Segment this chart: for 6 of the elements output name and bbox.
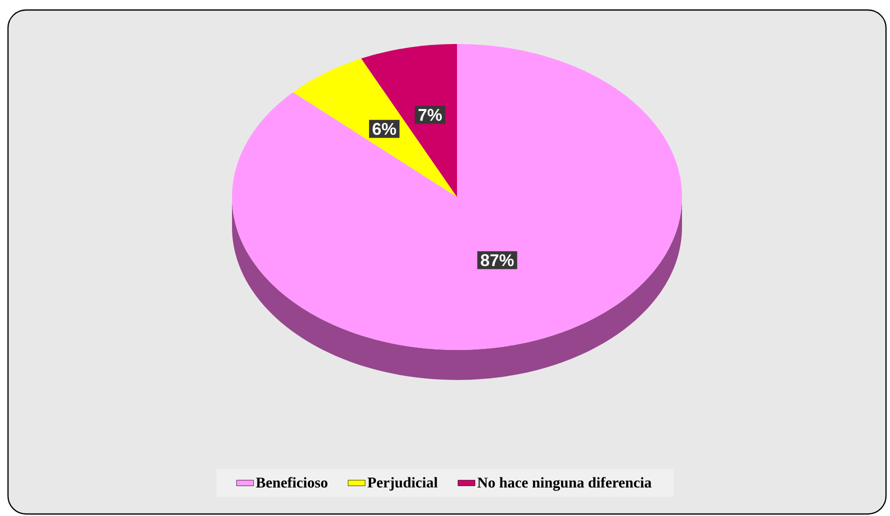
legend-label: Perjudicial — [368, 477, 438, 491]
data-label: 6% — [372, 122, 396, 135]
legend-label: Beneficioso — [256, 476, 328, 488]
legend-label: No hace ninguna diferencia — [477, 476, 652, 491]
data-label: 7% — [418, 108, 442, 121]
data-label: 87% — [480, 254, 514, 266]
